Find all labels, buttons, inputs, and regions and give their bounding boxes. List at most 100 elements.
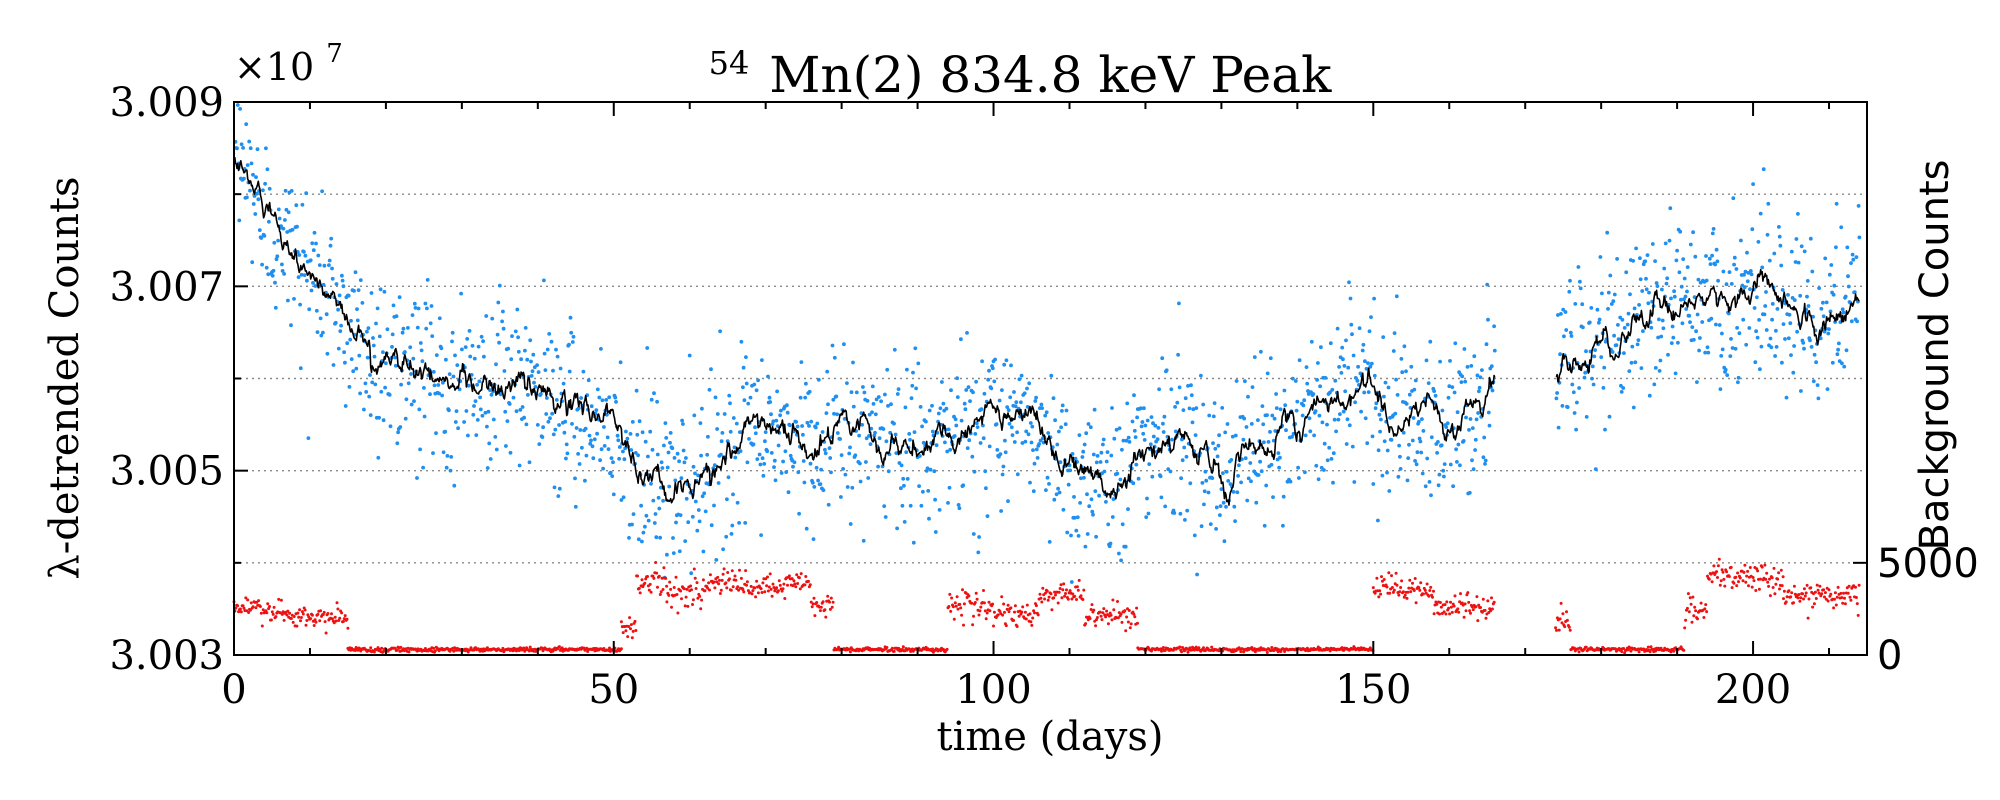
background-point (1767, 584, 1771, 588)
detrended-point (1296, 465, 1300, 470)
background-point (1812, 602, 1816, 606)
background-point (1747, 584, 1750, 588)
detrended-point (693, 471, 697, 476)
background-point (1050, 608, 1054, 612)
background-point (314, 620, 318, 624)
detrended-point (744, 355, 748, 359)
detrended-point (1252, 355, 1257, 359)
detrended-point (576, 406, 581, 411)
background-point (1459, 592, 1462, 596)
detrended-point (497, 340, 501, 345)
detrended-point (1662, 266, 1667, 271)
detrended-point (1091, 452, 1096, 457)
detrended-point (1764, 328, 1769, 332)
detrended-point (474, 433, 479, 437)
background-point (319, 609, 323, 613)
detrended-point (462, 420, 466, 424)
detrended-point (263, 181, 267, 186)
detrended-point (1055, 442, 1060, 447)
detrended-point (1089, 497, 1094, 502)
detrended-point (1153, 423, 1158, 428)
detrended-point (881, 427, 886, 431)
background-point (1432, 589, 1435, 593)
detrended-point (1735, 326, 1739, 330)
detrended-point (1183, 396, 1188, 401)
background-point (1779, 568, 1783, 572)
background-point (1110, 618, 1114, 622)
background-point (799, 572, 803, 576)
detrended-point (267, 219, 271, 224)
detrended-point (533, 385, 538, 389)
background-point (970, 601, 974, 605)
detrended-point (1082, 442, 1087, 447)
detrended-point (779, 408, 783, 413)
background-point (1684, 618, 1688, 622)
background-point (260, 624, 264, 628)
background-point (950, 596, 954, 600)
detrended-point (1158, 474, 1163, 479)
detrended-point (537, 442, 542, 446)
background-point (1823, 591, 1827, 595)
background-point (239, 610, 243, 614)
detrended-point (876, 464, 880, 469)
detrended-point (1852, 290, 1857, 294)
detrended-point (1691, 337, 1696, 342)
detrended-point (813, 425, 818, 430)
detrended-point (353, 270, 358, 275)
detrended-point (423, 301, 428, 306)
detrended-point (611, 460, 615, 465)
background-point (1160, 649, 1163, 653)
detrended-point (655, 452, 660, 457)
detrended-point (1615, 257, 1619, 261)
background-point (1390, 586, 1394, 589)
detrended-point (472, 356, 477, 361)
detrended-point (665, 552, 669, 557)
detrended-point (987, 444, 992, 449)
background-point (768, 572, 772, 576)
detrended-point (1747, 326, 1752, 330)
background-point (793, 582, 797, 586)
detrended-point (479, 334, 484, 339)
detrended-point (1140, 420, 1145, 424)
background-point (1477, 603, 1481, 607)
detrended-point (682, 460, 687, 465)
background-point (1457, 610, 1461, 614)
detrended-point (1415, 450, 1420, 455)
detrended-point (851, 360, 855, 365)
detrended-point (1132, 428, 1137, 433)
background-point (1445, 600, 1449, 604)
detrended-point (589, 404, 594, 409)
background-point (586, 650, 590, 653)
detrended-point (1139, 406, 1143, 411)
detrended-point (1302, 398, 1307, 403)
detrended-point (715, 412, 720, 416)
detrended-point (1464, 415, 1468, 420)
detrended-point (1120, 522, 1125, 527)
detrended-point (644, 513, 649, 518)
detrended-point (864, 436, 869, 441)
detrended-point (941, 401, 946, 406)
detrended-point (1366, 390, 1371, 394)
background-point (1128, 626, 1132, 630)
detrended-point (816, 377, 821, 382)
detrended-point (532, 380, 536, 385)
detrended-point (1142, 406, 1146, 411)
detrended-point (1068, 468, 1073, 473)
detrended-point (1229, 458, 1234, 462)
detrended-point (1121, 438, 1126, 443)
detrended-point (1169, 387, 1174, 392)
detrended-point (1802, 346, 1806, 351)
detrended-point (1224, 469, 1229, 474)
background-point (1839, 591, 1843, 595)
detrended-point (494, 362, 498, 367)
background-point (629, 627, 632, 631)
background-point (1710, 580, 1714, 584)
background-point (1102, 607, 1106, 611)
background-point (1403, 593, 1407, 597)
background-point (1560, 621, 1564, 625)
detrended-point (1846, 274, 1850, 279)
detrended-point (1825, 387, 1830, 391)
background-point (323, 620, 327, 624)
detrended-point (1764, 290, 1768, 294)
detrended-point (1262, 523, 1267, 528)
